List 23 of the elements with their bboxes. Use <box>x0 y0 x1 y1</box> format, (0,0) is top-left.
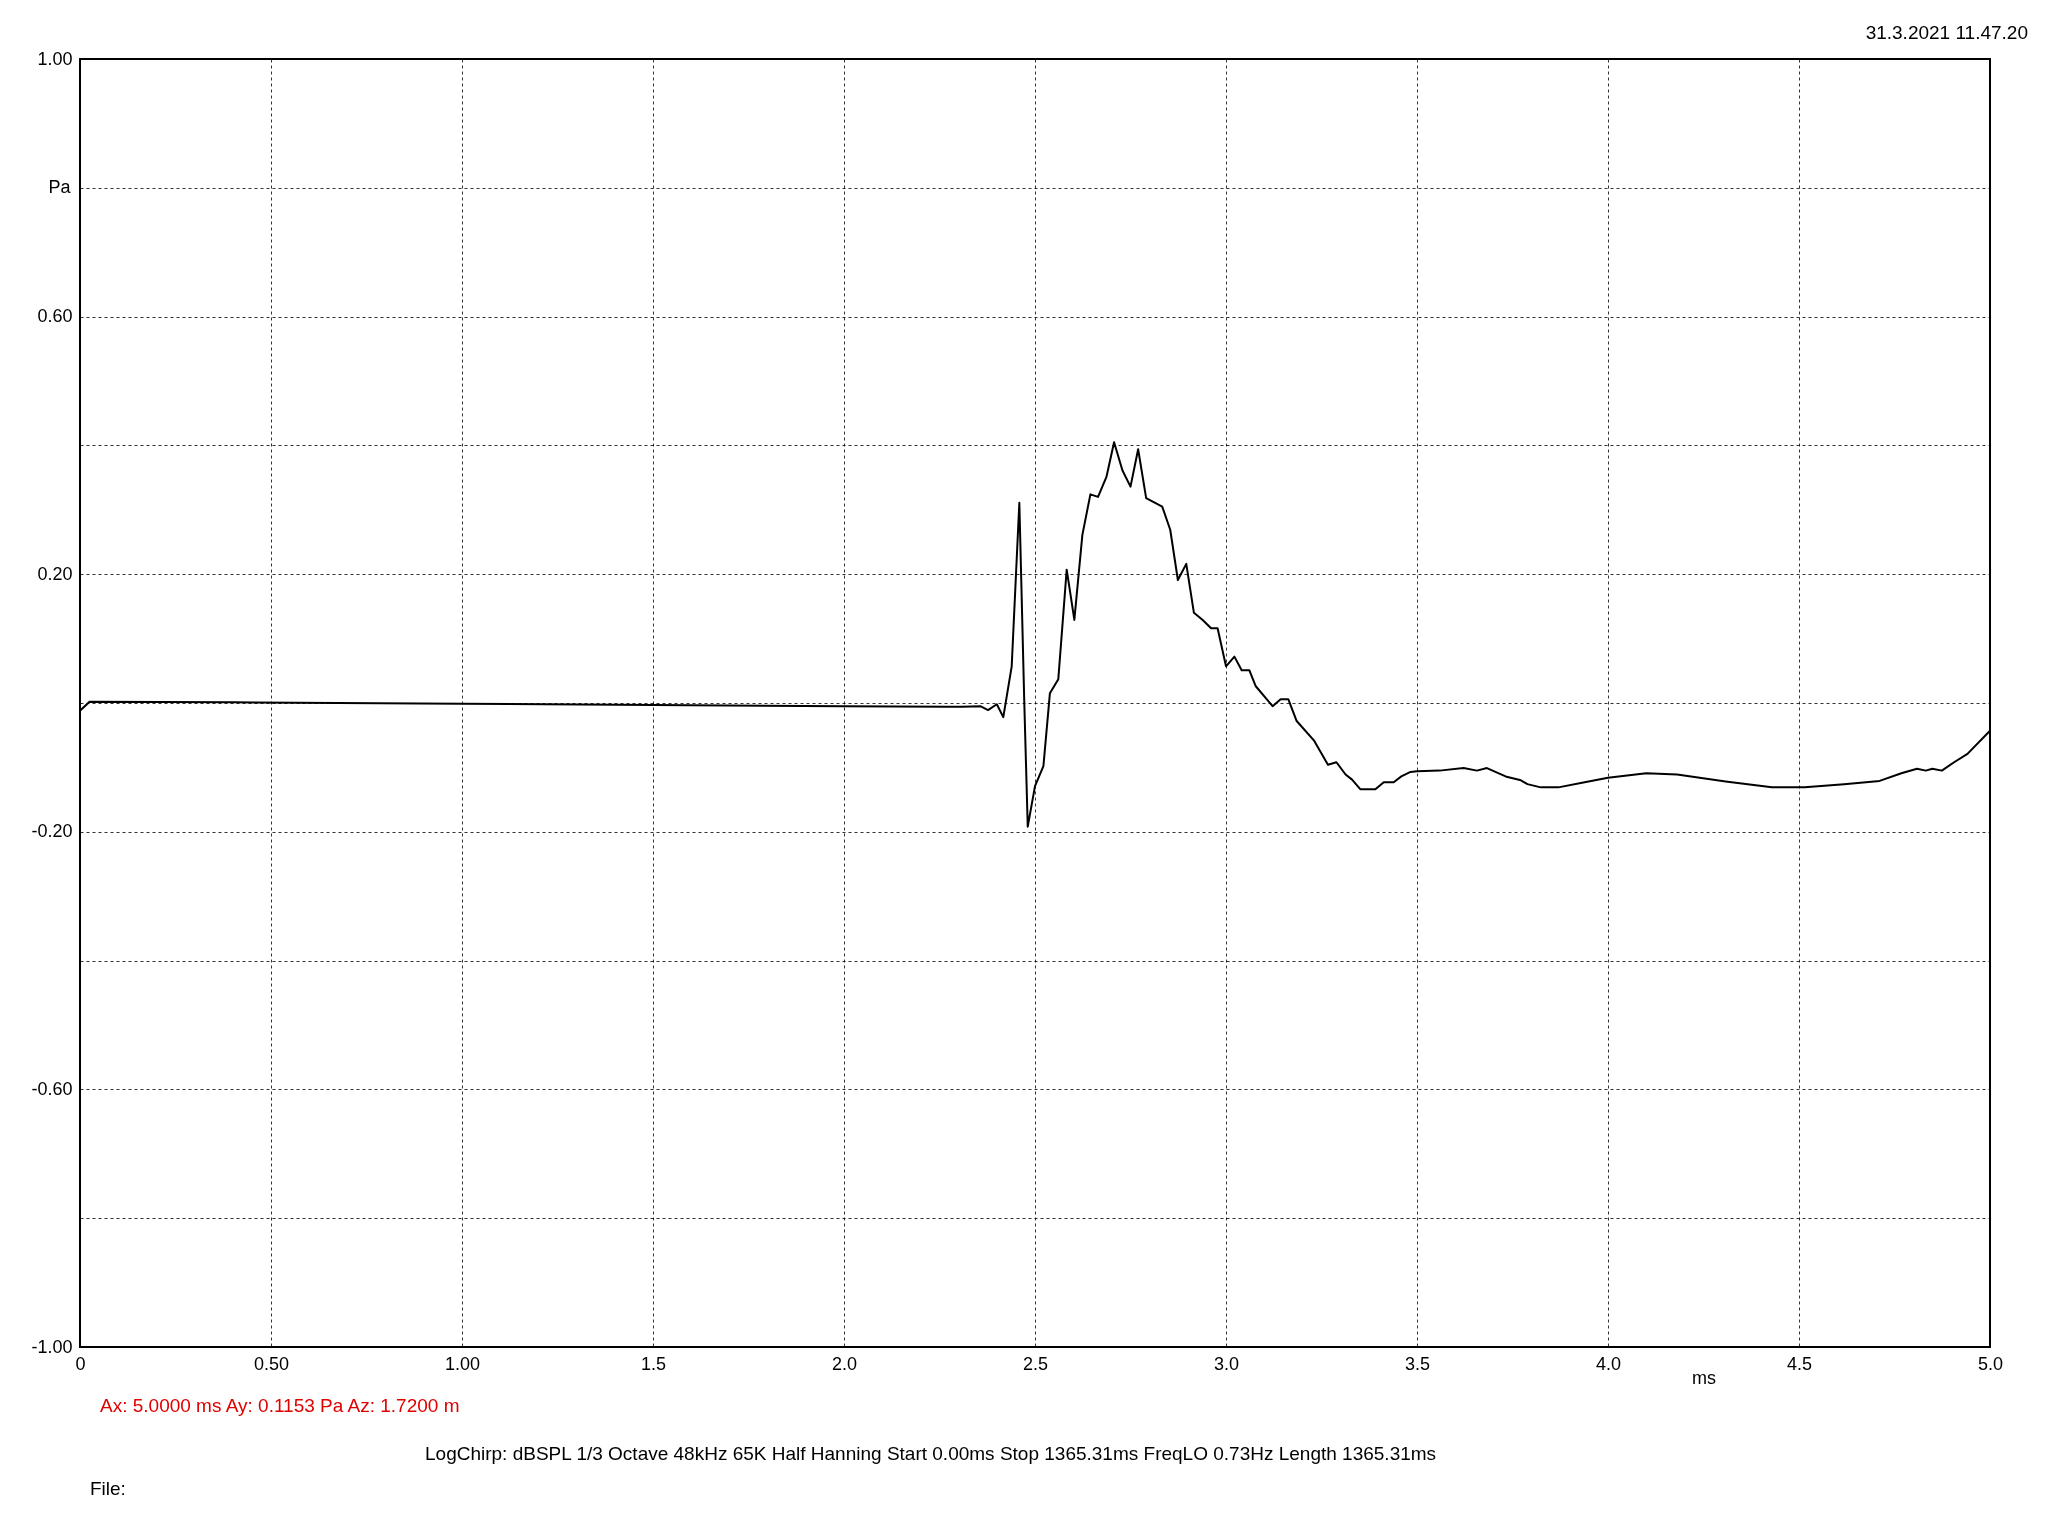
text: Ax: 5.0000 ms Ay: 0.1153 Pa Az: 1.7200 m <box>100 1395 460 1417</box>
x-tick-label: 1.00 <box>444 1353 481 1374</box>
x-tick-label: 3.0 <box>1213 1353 1240 1374</box>
y-tick-label: -1.00 <box>31 1336 73 1357</box>
x-axis-title: ms <box>1692 1367 1716 1388</box>
x-tick-label: 4.0 <box>1595 1353 1622 1374</box>
y-tick-label: -0.20 <box>31 821 73 842</box>
x-tick-label: 3.5 <box>1404 1353 1431 1374</box>
text: 31.3.2021 11.47.20 <box>1865 22 2028 44</box>
x-tick-label: 2.0 <box>831 1353 858 1374</box>
y-tick-label: 0.20 <box>37 563 73 584</box>
text: LogChirp: dBSPL 1/3 Octave 48kHz 65K Half Hanning Start 0.00ms Stop 1365.31ms FreqLO 0.73Hz Length 1365.31ms <box>425 1443 1437 1465</box>
x-tick-label: 0.50 <box>253 1353 290 1374</box>
x-tick-label: 5.0 <box>1977 1353 2004 1374</box>
x-tick-label: 2.5 <box>1022 1353 1049 1374</box>
x-tick-label: 1.5 <box>640 1353 667 1374</box>
x-tick-label: 0 <box>75 1353 86 1374</box>
text: File: <box>90 1478 126 1500</box>
y-tick-label: -0.60 <box>31 1078 73 1099</box>
y-tick-label: 0.60 <box>37 306 73 327</box>
x-tick-label: 4.5 <box>1786 1353 1813 1374</box>
y-axis-title: Pa <box>48 177 72 198</box>
y-tick-label: 1.00 <box>37 48 73 69</box>
